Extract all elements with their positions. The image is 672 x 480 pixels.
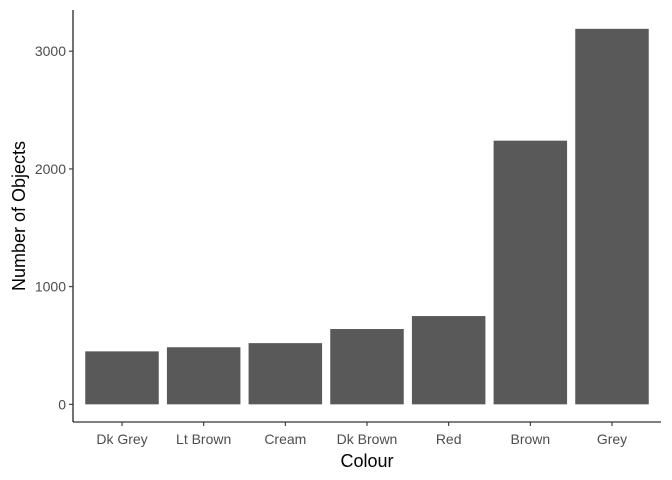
bar-dk-grey — [85, 351, 159, 405]
bar-red — [411, 316, 486, 405]
x-axis: Dk Grey Lt Brown Cream Dk Brown Red Brown Grey — [73, 421, 661, 447]
bar-dk-brown — [330, 329, 404, 405]
y-tick-label: 2000 — [35, 161, 66, 177]
x-tick-label: Cream — [264, 431, 306, 447]
x-tick-label: Lt Brown — [176, 431, 231, 447]
x-tick-label: Brown — [510, 431, 550, 447]
x-tick-label: Dk Brown — [337, 431, 398, 447]
bar-brown — [493, 140, 568, 405]
y-tick-label: 1000 — [35, 279, 66, 295]
y-tick-label: 0 — [58, 396, 66, 412]
x-tick-label: Grey — [597, 431, 627, 447]
bar-lt-brown — [166, 347, 241, 405]
x-tick-label: Dk Grey — [96, 431, 147, 447]
y-axis: 0 1000 2000 3000 — [35, 10, 74, 422]
x-tick-label: Red — [436, 431, 462, 447]
y-axis-title: Number of Objects — [9, 141, 29, 291]
bars-group — [85, 28, 649, 405]
bar-grey — [575, 28, 649, 405]
y-tick-label: 3000 — [35, 43, 66, 59]
x-axis-title: Colour — [340, 451, 393, 471]
bar-cream — [248, 343, 323, 405]
